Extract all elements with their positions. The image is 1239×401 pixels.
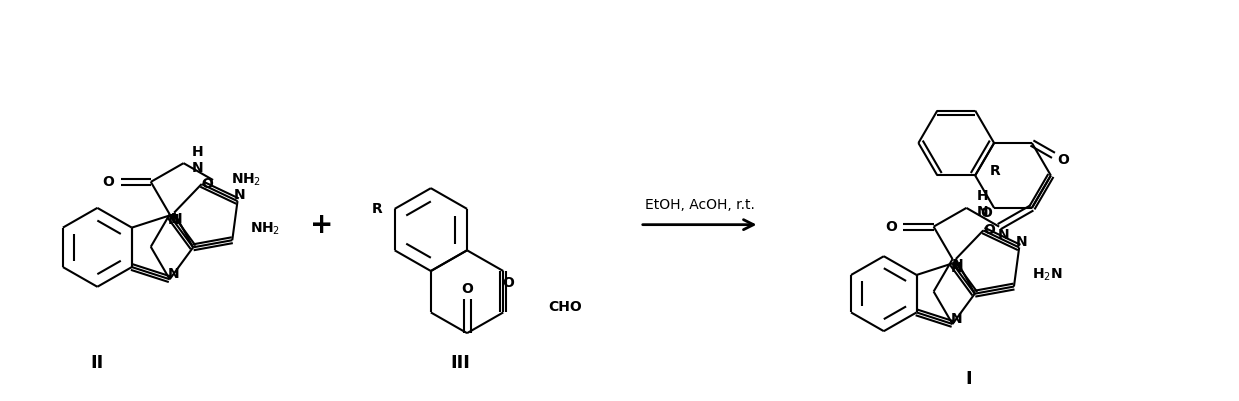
Text: +: + [310,211,333,239]
Text: II: II [90,354,104,372]
Text: O: O [103,175,114,189]
Text: I: I [965,371,971,389]
Text: N: N [952,258,964,272]
Text: N: N [167,267,180,282]
Text: III: III [451,354,471,372]
Text: NH$_2$: NH$_2$ [230,172,261,188]
Text: N: N [950,312,963,326]
Text: O: O [1058,153,1069,167]
Text: N: N [170,212,182,226]
Text: N: N [167,213,180,227]
Text: O: O [202,177,213,191]
Text: O: O [461,282,473,296]
Text: H
N: H N [192,145,203,175]
Text: H
N: H N [976,189,987,219]
Text: O: O [980,206,992,220]
Text: R: R [372,202,382,216]
Text: N: N [1016,235,1027,249]
Text: N: N [234,188,245,202]
Text: EtOH, AcOH, r.t.: EtOH, AcOH, r.t. [644,198,755,212]
Text: N: N [950,261,963,275]
Text: O: O [886,220,897,234]
Text: O: O [984,223,995,237]
Text: N: N [997,227,1009,241]
Text: CHO: CHO [548,300,582,314]
Text: O: O [502,276,514,290]
Text: H$_2$N: H$_2$N [1032,267,1063,283]
Text: NH$_2$: NH$_2$ [250,220,280,237]
Text: R: R [990,164,1001,178]
